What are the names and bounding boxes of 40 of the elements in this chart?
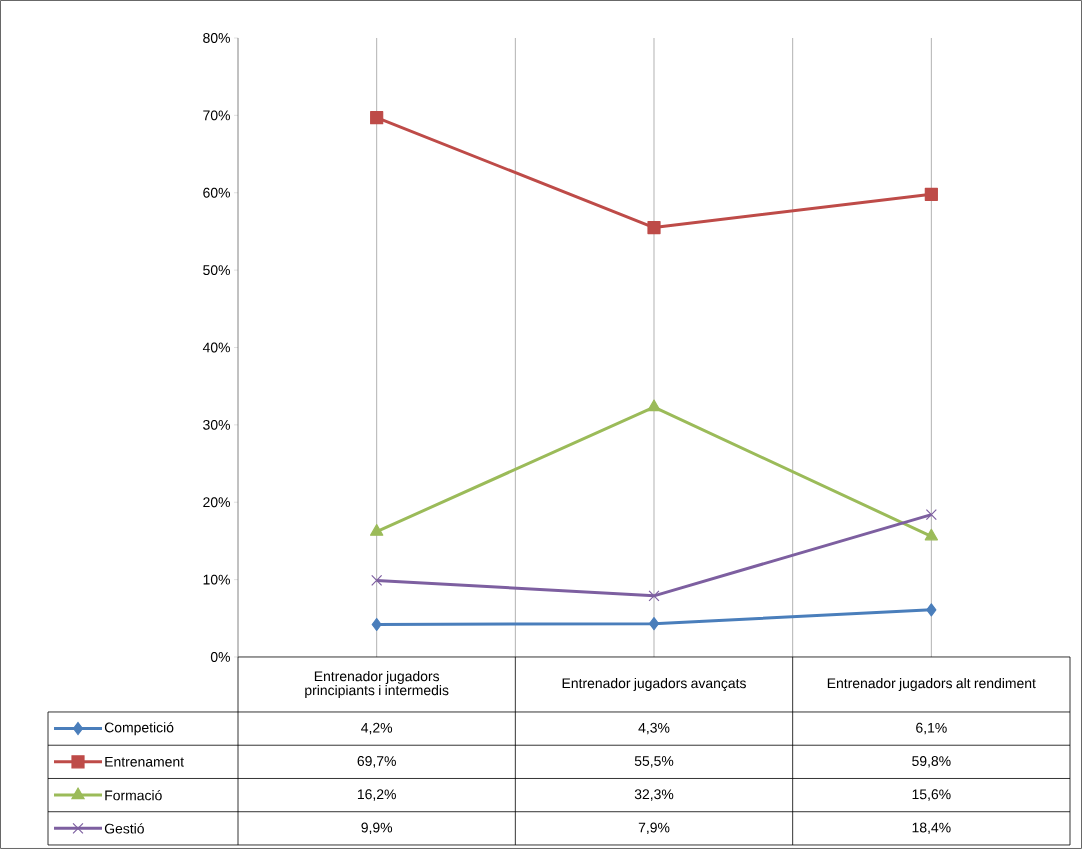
point [370, 111, 384, 125]
y-tick-label: 40% [202, 342, 230, 353]
data-label: 69,7% [357, 756, 396, 768]
data-label: 15,6% [912, 789, 951, 801]
legend-label: Gestió [104, 823, 144, 834]
point [924, 528, 939, 541]
x-tick-label: Entrenador jugadors alt rendiment [827, 677, 1036, 691]
legend-label: Competició [104, 722, 174, 736]
point [648, 617, 660, 631]
y-tick-label: 10% [203, 574, 230, 585]
data-label: 59,8% [912, 756, 951, 768]
data-label: 6,1% [916, 722, 947, 735]
point [371, 574, 383, 586]
point [924, 187, 938, 201]
data-label: 18,4% [912, 822, 951, 835]
y-tick-label: 80% [203, 33, 230, 43]
y-tick-label: 70% [203, 110, 230, 121]
data-label: 4,3% [638, 722, 670, 735]
data-label: 9,9% [361, 822, 393, 835]
legend-label: Formació [105, 789, 162, 801]
y-tick-label: 60% [203, 187, 230, 198]
point [925, 509, 937, 521]
point [648, 590, 660, 602]
point [370, 524, 384, 536]
data-label: 16,2% [357, 789, 396, 801]
point [371, 617, 382, 632]
x-tick-label: Entrenador jugadors avançats [562, 677, 746, 692]
point [647, 220, 661, 235]
legend-label: Entrenament [105, 757, 184, 767]
point [926, 603, 937, 617]
y-tick-label: 30% [203, 419, 230, 430]
data-label: 4,2% [361, 722, 393, 735]
point [647, 399, 661, 412]
data-label: 55,5% [634, 756, 674, 768]
data-label: 7,9% [638, 822, 670, 835]
y-tick-label: 0% [210, 652, 230, 662]
y-tick-label: 50% [203, 265, 230, 276]
data-label: 32,3% [634, 789, 674, 801]
y-tick-label: 20% [203, 497, 230, 508]
x-tick-label: Entrenador jugadors principiants i intermedis [305, 670, 449, 698]
